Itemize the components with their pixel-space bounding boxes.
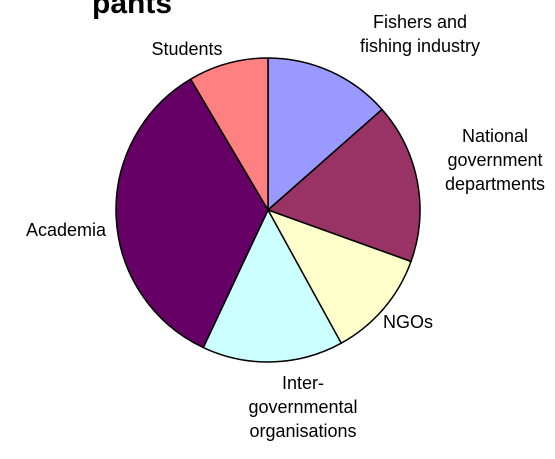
pie-label-line: organisations (249, 421, 356, 441)
pie-label-line: departments (445, 174, 545, 194)
pie-label-line: fishing industry (360, 36, 480, 56)
pie-label-line: Inter- (282, 373, 324, 393)
pie-label-line: Students (151, 39, 222, 59)
pie-slice-students (189, 57, 269, 211)
pie-label-fishers-and-fishing-industry: Fishers and fishing industry (360, 12, 480, 56)
pie-label-line: NGOs (383, 312, 433, 332)
pie-slice-ngos (267, 209, 412, 344)
pie-label-national-government-departments: National government departments (445, 126, 545, 194)
pie-label-line: government (447, 150, 542, 170)
pie-label-line: Academia (26, 220, 107, 240)
pie-label-inter-governmental-organisations: Inter-governmental organisations (248, 373, 357, 441)
pie-label-students: Students (151, 39, 222, 59)
pie-label-line: National (462, 126, 528, 146)
pie-label-line: governmental (248, 397, 357, 417)
chart-title-fragment: pants (92, 0, 172, 20)
pie-labels: Fishers and fishing industry National gover… (26, 12, 545, 441)
pie-slice-fishers-and-fishing-industry (267, 57, 383, 211)
pie-slices (115, 57, 421, 363)
pie-label-academia: Academia (26, 220, 107, 240)
pie-slice-inter-governmental-organisations (202, 209, 342, 363)
pie-label-line: Fishers and (373, 12, 467, 32)
pie-label-ngos: NGOs (383, 312, 433, 332)
